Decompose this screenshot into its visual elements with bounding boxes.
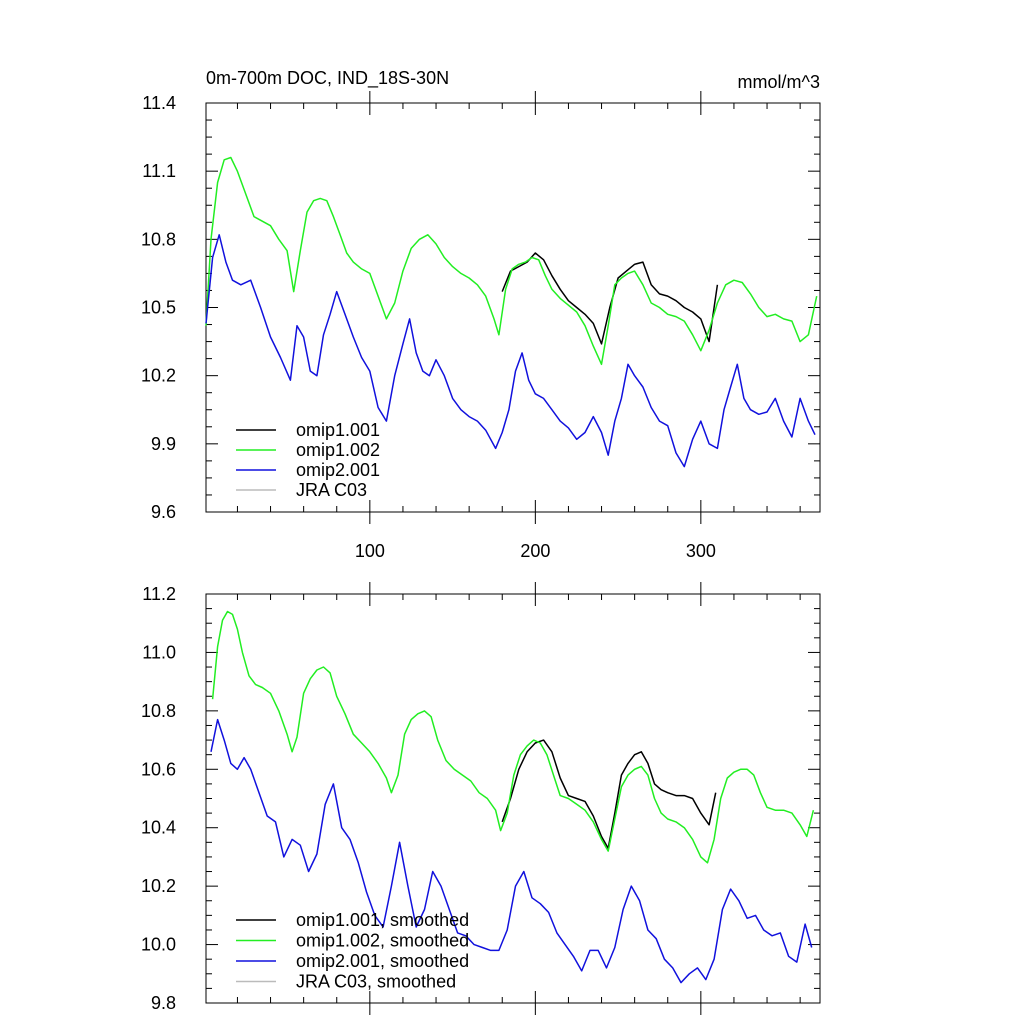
series-line-omip2-001-smoothed — [210, 718, 813, 984]
y-tick-label: 10.5 — [141, 298, 176, 318]
legend-label: JRA C03, smoothed — [296, 972, 456, 992]
y-tick-label: 11.1 — [142, 161, 176, 181]
y-tick-label: 11.2 — [142, 584, 176, 604]
series-line-omip1-002-smoothed — [211, 610, 815, 864]
series-line-omip1-001 — [501, 252, 719, 345]
y-tick-label: 9.6 — [151, 502, 176, 522]
y-tick-label: 9.9 — [151, 434, 176, 454]
legend-label: omip1.002, smoothed — [296, 931, 469, 951]
raw-panel: 9.6 9.9 10.2 10.5 10.8 11.1 11.4 100 200 300 omip1… — [141, 91, 821, 561]
series-line-omip1-002 — [205, 156, 818, 366]
legend-label: omip1.001, smoothed — [296, 910, 469, 930]
y-tick-label: 10.2 — [141, 876, 176, 896]
y-tick-label: 11.4 — [142, 93, 176, 113]
y-tick-label: 11.0 — [142, 642, 176, 662]
x-tick-label: 300 — [686, 541, 716, 561]
legend-label: omip2.001, smoothed — [296, 951, 469, 971]
series-line-omip2-001 — [205, 234, 816, 468]
y-tick-label: 10.6 — [141, 759, 176, 779]
y-tick-label: 10.8 — [141, 701, 176, 721]
y-tick-label: 10.8 — [141, 229, 176, 249]
series-line-omip1-001-smoothed — [501, 739, 717, 849]
x-tick-label: 100 — [355, 541, 385, 561]
legend-label: omip1.001 — [296, 420, 380, 440]
chart-title-left: 0m-700m DOC, IND_18S-30N — [206, 68, 449, 89]
x-tick-label: 200 — [520, 541, 550, 561]
legend-label: JRA C03 — [296, 480, 367, 500]
chart-title-units: mmol/m^3 — [738, 72, 820, 92]
y-tick-label: 10.4 — [141, 818, 176, 838]
y-tick-label: 10.2 — [141, 366, 176, 386]
y-tick-label: 10.0 — [141, 935, 176, 955]
smoothed-panel: 9.8 10.0 10.2 10.4 10.6 10.8 11.0 11.2 omip1.001… — [141, 582, 821, 1015]
legend-label: omip1.002 — [296, 440, 380, 460]
y-tick-label: 9.8 — [151, 993, 176, 1013]
legend-label: omip2.001 — [296, 460, 380, 480]
